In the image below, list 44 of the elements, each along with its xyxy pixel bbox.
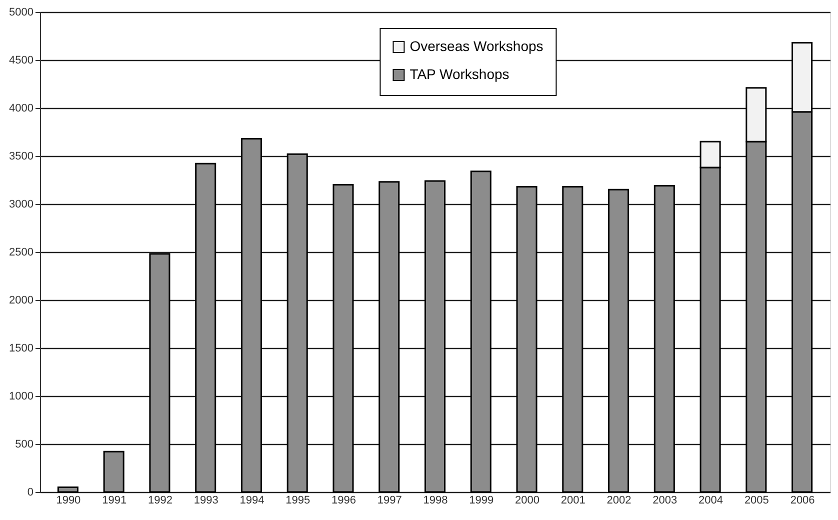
bar — [57, 486, 78, 493]
bar — [286, 153, 308, 493]
y-tick-label: 3000 — [9, 198, 34, 210]
x-tick-label: 2006 — [790, 494, 815, 506]
x-tick-label: 2005 — [744, 494, 769, 506]
y-tick-label: 0 — [27, 486, 34, 498]
bar — [654, 185, 675, 493]
x-tick-label: 1992 — [148, 494, 172, 506]
x-tick-label: 1996 — [331, 494, 356, 506]
y-tick-label: 4000 — [9, 102, 34, 114]
bar — [562, 186, 584, 493]
x-tick-label: 1999 — [469, 494, 494, 506]
y-tick-label: 2500 — [9, 246, 34, 258]
x-tick-label: 1998 — [423, 494, 448, 506]
bar — [470, 170, 492, 493]
bar — [149, 253, 170, 493]
x-tick-label: 1997 — [377, 494, 402, 506]
y-tick-label: 5000 — [9, 6, 34, 18]
bar — [424, 180, 446, 493]
bar — [608, 188, 630, 493]
y-tick-label: 4500 — [9, 54, 34, 66]
x-tick-label: 1994 — [240, 494, 264, 506]
x-tick-label: 2002 — [606, 494, 632, 506]
x-tick-label: 2004 — [698, 494, 724, 506]
x-tick-label: 2000 — [515, 494, 540, 506]
x-tick-label: 2001 — [560, 494, 586, 506]
bar — [516, 186, 538, 493]
y-tick-label: 1000 — [9, 390, 34, 402]
y-tick-label: 500 — [15, 438, 34, 450]
x-tick-label: 1995 — [286, 494, 310, 506]
x-tick-label: 1990 — [56, 494, 81, 506]
bar — [332, 184, 354, 493]
bar — [103, 450, 124, 493]
bar — [378, 181, 400, 493]
bar — [195, 162, 216, 493]
y-tick-label: 1500 — [9, 342, 34, 354]
x-tick-label: 1993 — [194, 494, 218, 506]
bar — [240, 138, 262, 493]
x-tick-label: 2003 — [652, 494, 678, 506]
y-tick-label: 3500 — [9, 150, 34, 162]
y-tick-label: 2000 — [9, 294, 34, 306]
legend-label: Overseas Workshops — [410, 38, 544, 54]
x-tick-label: 1991 — [102, 494, 127, 506]
legend-label: TAP Workshops — [410, 66, 510, 82]
